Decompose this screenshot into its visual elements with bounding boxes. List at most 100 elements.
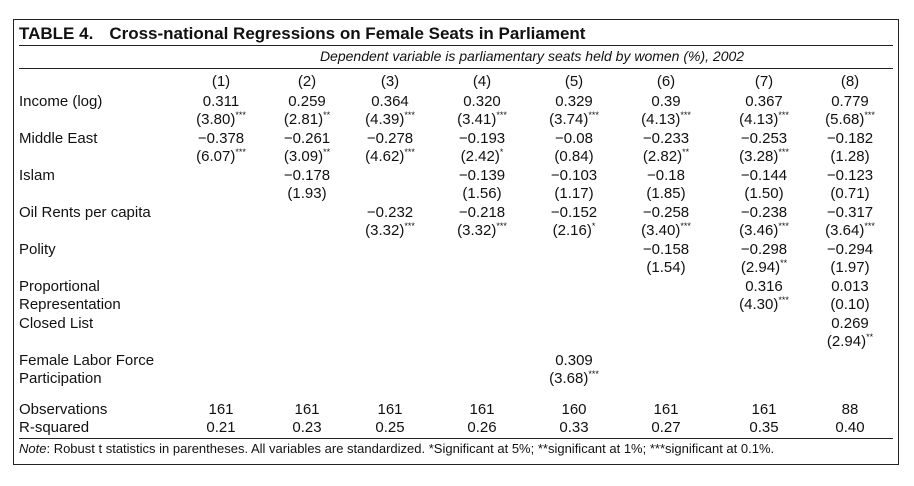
tstat-cell: (1.56) [462,185,502,202]
table-note: Note: Robust t statistics in parentheses… [19,441,774,456]
tstat-cell: (0.10) [830,296,870,313]
observations-cell: 161 [208,401,234,418]
bottom-rule [19,438,893,439]
column-header: (4) [472,73,492,90]
tstat-cell: (3.28)*** [739,147,789,166]
coefficient-cell: −0.123 [826,167,874,184]
coefficient-cell: 0.39 [651,93,681,110]
coefficient-cell: −0.233 [642,130,690,147]
tstat-cell: (1.54) [646,259,686,276]
coefficient-cell: −0.261 [283,130,331,147]
observations-cell: 161 [653,401,679,418]
tstat-cell: (3.40)*** [641,221,691,240]
observations-cell: 161 [469,401,495,418]
coefficient-cell: −0.278 [366,130,414,147]
table-title: TABLE 4. Cross-national Regressions on Fe… [19,24,585,44]
observations-cell: 160 [561,401,587,418]
tstat-cell: (6.07)*** [196,147,246,166]
rsquared-label: R-squared [19,419,90,436]
rsquared-cell: 0.40 [835,419,865,436]
column-header: (7) [754,73,774,90]
coefficient-cell: −0.317 [826,204,874,221]
observations-cell: 161 [751,401,777,418]
tstat-cell: (4.39)*** [365,110,415,129]
rsquared-cell: 0.35 [749,419,779,436]
tstat-cell: (3.41)*** [457,110,507,129]
coefficient-cell: −0.253 [740,130,788,147]
coefficient-cell: 0.367 [745,93,783,110]
coefficient-cell: 0.269 [831,315,869,332]
rsquared-cell: 0.23 [292,419,322,436]
note-label: Note [19,441,47,456]
tstat-cell: (2.94)** [826,332,874,351]
table-number: TABLE 4. [19,24,94,43]
coefficient-cell: −0.182 [826,130,874,147]
coefficient-cell: 0.259 [288,93,326,110]
tstat-cell: (2.81)** [283,110,331,129]
column-header: (6) [656,73,676,90]
tstat-cell: (4.13)*** [739,110,789,129]
tstat-cell: (1.50) [744,185,784,202]
row-label: Proportional [19,278,100,295]
tstat-cell: (4.62)*** [365,147,415,166]
tstat-cell: (1.97) [830,259,870,276]
coefficient-cell: −0.294 [826,241,874,258]
tstat-cell: (1.17) [554,185,594,202]
coefficient-cell: −0.158 [642,241,690,258]
rsquared-cell: 0.27 [651,419,681,436]
row-label: Participation [19,370,102,387]
coefficient-cell: 0.316 [745,278,783,295]
tstat-cell: (4.13)*** [641,110,691,129]
coefficient-cell: −0.152 [550,204,598,221]
tstat-cell: (2.42)* [460,147,504,166]
tstat-cell: (3.64)*** [825,221,875,240]
rsquared-cell: 0.25 [375,419,405,436]
tstat-cell: (1.85) [646,185,686,202]
coefficient-cell: 0.779 [831,93,869,110]
tstat-cell: (3.80)*** [196,110,246,129]
tstat-cell: (3.32)*** [365,221,415,240]
row-label: Closed List [19,315,94,332]
coefficient-cell: −0.139 [458,167,506,184]
coefficient-cell: 0.320 [463,93,501,110]
dependent-variable-caption: Dependent variable is parliamentary seat… [319,48,745,64]
coefficient-cell: −0.238 [740,204,788,221]
tstat-cell: (1.28) [830,148,870,165]
tstat-cell: (3.74)*** [549,110,599,129]
coefficient-cell: −0.144 [740,167,788,184]
coefficient-cell: −0.218 [458,204,506,221]
coefficient-cell: 0.311 [202,93,240,110]
title-rule [19,45,893,46]
tstat-cell: (3.09)** [283,147,331,166]
regression-table: TABLE 4. Cross-national Regressions on Fe… [13,19,899,465]
tstat-cell: (2.94)** [740,258,788,277]
coefficient-cell: 0.309 [555,352,593,369]
row-label: Female Labor Force [19,352,155,369]
coefficient-cell: 0.364 [371,93,409,110]
column-header: (8) [840,73,860,90]
coefficient-cell: 0.013 [831,278,869,295]
rsquared-cell: 0.21 [206,419,236,436]
observations-cell: 88 [841,401,859,418]
coefficient-cell: −0.258 [642,204,690,221]
coefficient-cell: −0.193 [458,130,506,147]
observations-label: Observations [19,401,108,418]
table-title-text: Cross-national Regressions on Female Sea… [109,24,586,43]
tstat-cell: (4.30)*** [739,295,789,314]
tstat-cell: (3.68)*** [549,369,599,388]
column-header: (2) [297,73,317,90]
coefficient-cell: −0.232 [366,204,414,221]
row-label: Middle East [19,130,98,147]
coefficient-cell: −0.178 [283,167,331,184]
tstat-cell: (2.82)** [642,147,690,166]
tstat-cell: (0.71) [830,185,870,202]
coefficient-cell: −0.103 [550,167,598,184]
row-label: Income (log) [19,93,103,110]
tstat-cell: (1.93) [287,185,327,202]
column-header: (5) [564,73,584,90]
coefficient-cell: −0.378 [197,130,245,147]
rsquared-cell: 0.33 [559,419,589,436]
row-label: Polity [19,241,56,258]
caption-rule [19,68,893,69]
rsquared-cell: 0.26 [467,419,497,436]
